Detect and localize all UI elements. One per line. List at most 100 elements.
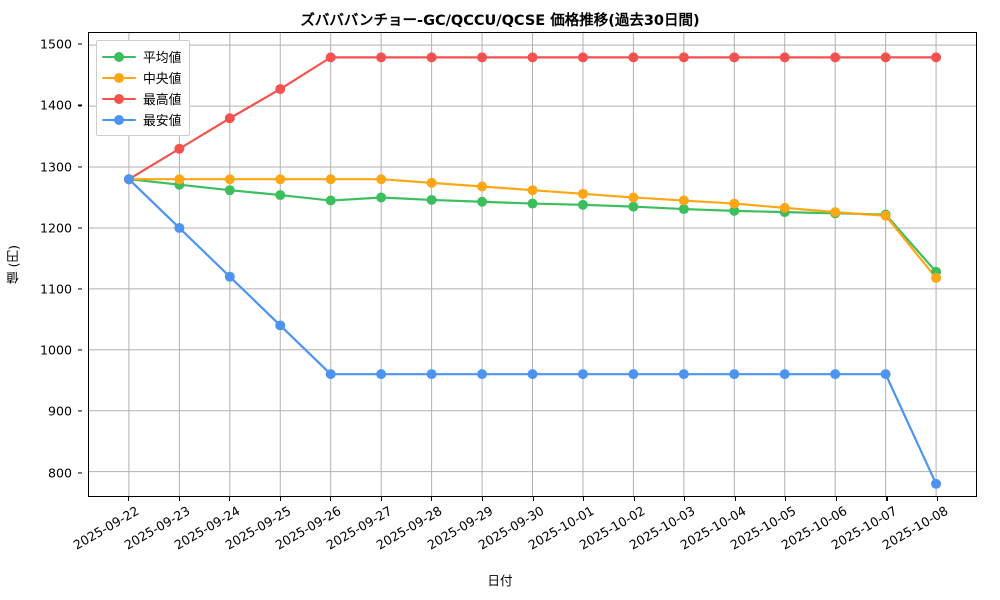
data-point-marker	[325, 52, 336, 63]
data-point-marker	[577, 369, 588, 380]
data-point-marker	[123, 174, 134, 185]
series-line	[127, 56, 938, 181]
data-point-marker	[325, 369, 336, 380]
y-tick-label: 900	[47, 403, 72, 419]
data-point-marker	[779, 52, 790, 63]
data-point-marker	[527, 185, 538, 196]
legend-label: 最高値	[143, 93, 182, 108]
data-point-marker	[678, 369, 689, 380]
data-point-marker	[426, 52, 437, 63]
x-tick-mark	[936, 497, 939, 501]
y-tick-mark	[78, 166, 82, 168]
data-point-marker	[678, 195, 689, 206]
y-tick-mark	[78, 288, 82, 290]
x-tick-mark	[229, 497, 231, 501]
x-tick-mark	[330, 497, 332, 501]
x-tick-mark	[785, 497, 787, 501]
y-tick-mark	[78, 43, 82, 45]
data-point-marker	[729, 198, 740, 209]
data-point-marker	[275, 84, 286, 95]
data-point-marker	[224, 185, 235, 196]
data-point-marker	[275, 174, 286, 185]
x-tick-mark	[380, 497, 382, 501]
series-line	[127, 178, 938, 485]
data-point-marker	[275, 190, 286, 201]
x-tick-mark	[835, 497, 837, 501]
legend-color-swatch	[102, 50, 136, 64]
legend-color-swatch	[102, 113, 136, 127]
x-axis-tick-labels: 2025-09-22 2025-09-23 2025-09-24 2025-09-25…	[71, 503, 977, 573]
grid-lines	[89, 33, 976, 496]
y-tick-label: 1500	[39, 36, 72, 52]
data-point-marker	[477, 196, 488, 207]
legend-item[interactable]: 中央値	[102, 67, 181, 88]
y-tick-label: 1000	[39, 342, 72, 358]
x-tick-mark	[734, 497, 736, 501]
data-point-marker	[174, 174, 185, 185]
data-point-marker	[527, 52, 538, 63]
data-point-marker	[729, 52, 740, 63]
data-point-marker	[426, 194, 437, 205]
y-axis-tick-labels: 800 900 1000 1100 1200 1300 1400 1500	[0, 32, 82, 497]
x-tick-mark	[481, 497, 484, 501]
data-point-marker	[678, 52, 689, 63]
data-point-marker	[729, 205, 740, 216]
data-point-marker	[426, 177, 437, 188]
legend-item[interactable]: 平均値	[102, 46, 181, 67]
data-point-marker	[880, 210, 891, 221]
data-point-marker	[577, 52, 588, 63]
y-tick-mark	[78, 349, 82, 351]
x-tick-mark	[684, 497, 686, 501]
y-tick-mark	[78, 227, 82, 229]
data-point-marker	[325, 174, 336, 185]
x-tick-mark	[633, 497, 635, 501]
data-point-marker	[376, 369, 387, 380]
legend-label: 平均値	[143, 51, 182, 66]
data-point-marker	[527, 198, 538, 209]
data-point-marker	[830, 369, 841, 380]
data-point-marker	[376, 52, 387, 63]
data-point-marker	[628, 192, 639, 203]
legend-label: 中央値	[143, 72, 182, 87]
x-axis-label: 日付	[487, 573, 513, 588]
x-axis-tick-marks	[88, 497, 977, 503]
legend-color-swatch	[102, 71, 136, 85]
x-tick-mark	[532, 497, 534, 501]
data-point-marker	[477, 52, 488, 63]
legend-item[interactable]: 最安値	[102, 109, 181, 130]
data-point-marker	[376, 192, 387, 203]
data-point-marker	[527, 369, 538, 380]
data-point-marker	[931, 52, 942, 63]
data-point-marker	[477, 181, 488, 192]
data-point-marker	[779, 369, 790, 380]
legend-label: 最安値	[143, 114, 182, 129]
plot-area	[88, 32, 977, 497]
y-tick-label: 1300	[39, 159, 72, 175]
data-point-marker	[678, 204, 689, 215]
data-point-marker	[426, 369, 437, 380]
data-point-marker	[325, 195, 336, 206]
y-tick-mark	[78, 471, 82, 474]
x-tick-mark	[886, 497, 888, 501]
data-point-marker	[628, 201, 639, 212]
data-point-marker	[174, 143, 185, 154]
data-point-marker	[880, 369, 891, 380]
data-point-marker	[224, 174, 235, 185]
y-tick-label: 1100	[39, 281, 72, 297]
data-point-marker	[830, 207, 841, 218]
x-tick-mark	[279, 497, 281, 501]
y-tick-mark	[78, 104, 82, 106]
data-point-marker	[628, 52, 639, 63]
series-lines	[123, 52, 942, 489]
data-point-marker	[931, 272, 942, 283]
x-tick-mark	[431, 497, 433, 501]
data-point-marker	[224, 113, 235, 124]
x-tick-mark	[178, 497, 180, 501]
data-point-marker	[577, 188, 588, 199]
data-point-marker	[224, 271, 235, 282]
data-point-marker	[174, 222, 185, 233]
legend-item[interactable]: 最高値	[102, 88, 181, 109]
y-tick-label: 1200	[39, 220, 72, 236]
x-tick-mark	[128, 497, 130, 501]
